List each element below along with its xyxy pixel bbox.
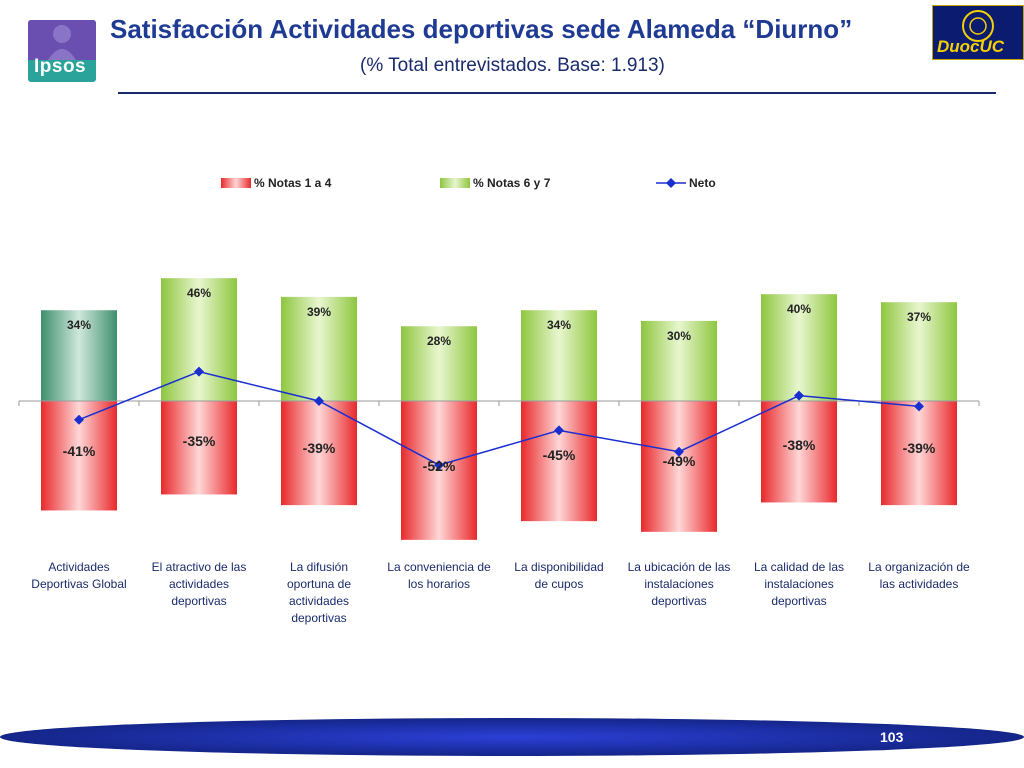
duoc-logo-text: DuocUC	[937, 37, 1005, 56]
data-label-negative-7: -38%	[783, 437, 816, 453]
neto-line-layer	[74, 366, 924, 471]
neto-point-1	[74, 414, 84, 425]
category-label-line: deportivas	[171, 594, 226, 608]
bar-negative-7	[761, 401, 837, 503]
ipsos-logo-text: Ipsos	[34, 56, 87, 77]
chart-legend: % Notas 1 a 4 % Notas 6 y 7 Neto	[221, 176, 716, 190]
bar-positive-6	[641, 320, 717, 401]
bar-negative-6	[641, 401, 717, 532]
category-label-line: de cupos	[535, 577, 584, 591]
category-label-line: las actividades	[880, 577, 959, 591]
neto-point-7	[794, 390, 804, 401]
duoc-crest-icon	[962, 10, 994, 42]
category-label-6: La ubicación de las instalaciones deportiv…	[628, 560, 731, 608]
category-label-8: La organización de las actividades	[868, 560, 970, 591]
legend-swatch-1	[221, 178, 251, 188]
bar-negative-8	[881, 401, 957, 506]
neto-point-6	[674, 446, 684, 457]
category-label-5: La disponibilidad de cupos	[514, 560, 603, 591]
footer-band	[0, 718, 1024, 756]
bar-positive-1	[41, 310, 117, 401]
data-label-negative-2: -35%	[183, 433, 216, 449]
bar-positive-8	[881, 302, 957, 401]
data-labels-layer: 34% -41% 46% -35% 39% -39% 28% -52% 34% -45% 30% -4…	[63, 286, 936, 474]
category-label-line: oportuna de	[287, 577, 351, 591]
category-label-line: El atractivo de las	[152, 560, 247, 574]
data-label-positive-6: 30%	[667, 329, 691, 343]
bar-negative-4	[401, 401, 477, 540]
category-label-line: Actividades	[48, 560, 109, 574]
category-label-line: La calidad de las	[754, 560, 844, 574]
legend-label-3: Neto	[689, 176, 716, 190]
category-label-line: instalaciones	[644, 577, 713, 591]
data-label-positive-7: 40%	[787, 302, 811, 316]
data-label-positive-4: 28%	[427, 334, 451, 348]
duoc-logo: DuocUC	[932, 5, 1024, 60]
category-label-line: actividades	[169, 577, 229, 591]
data-label-positive-2: 46%	[187, 286, 211, 300]
category-label-2: El atractivo de las actividades deportivas	[152, 560, 247, 608]
title-divider	[118, 92, 996, 94]
bar-positive-2	[161, 278, 237, 401]
bar-negative-5	[521, 401, 597, 522]
data-label-negative-8: -39%	[903, 440, 936, 456]
category-label-line: deportivas	[771, 594, 826, 608]
bar-positive-7	[761, 294, 837, 401]
x-axis	[18, 400, 980, 406]
neto-point-4	[434, 460, 444, 471]
category-label-line: Deportivas Global	[31, 577, 126, 591]
legend-marker-3	[666, 178, 676, 188]
category-label-line: deportivas	[651, 594, 706, 608]
data-label-negative-3: -39%	[303, 440, 336, 456]
category-label-line: deportivas	[291, 611, 346, 625]
category-label-line: los horarios	[408, 577, 470, 591]
neto-line	[78, 370, 920, 466]
bar-positive-3	[281, 296, 357, 401]
data-label-positive-5: 34%	[547, 318, 571, 332]
page-subtitle: (% Total entrevistados. Base: 1.913)	[360, 55, 665, 76]
category-label-7: La calidad de las instalaciones deportivas	[754, 560, 844, 608]
category-label-line: La difusión	[290, 560, 348, 574]
data-label-negative-4: -52%	[423, 458, 456, 474]
data-label-negative-6: -49%	[663, 453, 696, 469]
category-label-line: La disponibilidad	[514, 560, 603, 574]
page-number: 103	[880, 729, 904, 745]
data-label-negative-1: -41%	[63, 443, 96, 459]
page-title: Satisfacción Actividades deportivas sede…	[110, 14, 853, 44]
satisfaction-chart: % Notas 1 a 4 % Notas 6 y 7 Neto 34% -41% 46…	[18, 176, 980, 625]
neto-point-2	[194, 366, 204, 377]
ipsos-figure-icon	[28, 20, 96, 60]
bar-negative-3	[281, 401, 357, 506]
bar-negative-2	[161, 401, 237, 495]
category-label-3: La difusión oportuna de actividades deporti…	[287, 560, 351, 625]
category-label-4: La conveniencia de los horarios	[387, 560, 491, 591]
legend-label-1: % Notas 1 a 4	[254, 176, 332, 190]
category-label-1: Actividades Deportivas Global	[31, 560, 126, 591]
ipsos-logo: Ipsos	[28, 20, 96, 82]
legend-label-2: % Notas 6 y 7	[473, 176, 551, 190]
data-label-negative-5: -45%	[543, 447, 576, 463]
category-label-line: instalaciones	[764, 577, 833, 591]
bar-positive-5	[521, 310, 597, 401]
category-label-line: La organización de	[868, 560, 970, 574]
legend-swatch-2	[440, 178, 470, 188]
neto-point-5	[554, 425, 564, 436]
data-label-positive-8: 37%	[907, 310, 931, 324]
data-label-positive-3: 39%	[307, 305, 331, 319]
category-label-line: La conveniencia de	[387, 560, 491, 574]
neto-point-3	[314, 396, 324, 406]
neto-point-8	[914, 401, 924, 412]
category-label-line: actividades	[289, 594, 349, 608]
data-label-positive-1: 34%	[67, 318, 91, 332]
category-label-line: La ubicación de las	[628, 560, 731, 574]
bar-positive-4	[401, 326, 477, 401]
category-labels-layer: Actividades Deportivas Global El atractivo…	[31, 560, 970, 625]
bars-layer	[41, 278, 957, 540]
